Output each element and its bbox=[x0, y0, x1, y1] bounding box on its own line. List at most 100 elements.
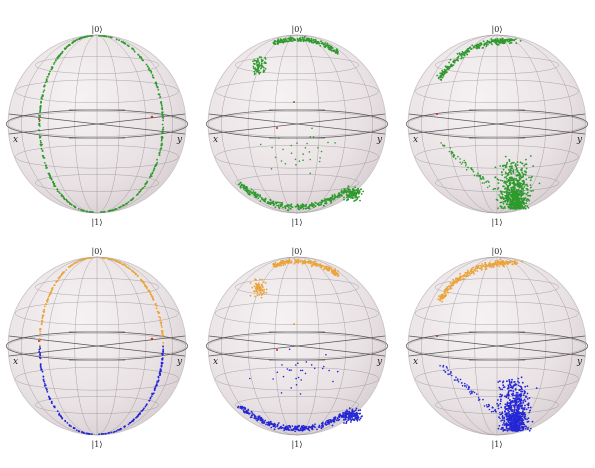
state-point bbox=[523, 201, 525, 204]
state-point bbox=[455, 281, 458, 284]
state-point bbox=[472, 46, 475, 49]
state-point bbox=[482, 40, 485, 43]
state-point bbox=[491, 264, 494, 267]
state-point bbox=[157, 88, 160, 91]
state-point bbox=[115, 260, 118, 263]
state-point bbox=[326, 265, 329, 268]
state-point bbox=[141, 409, 144, 412]
state-point bbox=[444, 295, 447, 298]
state-point bbox=[512, 180, 515, 183]
state-point bbox=[41, 154, 44, 157]
state-point bbox=[513, 416, 516, 418]
state-point bbox=[344, 418, 346, 421]
state-point bbox=[518, 413, 520, 415]
state-point bbox=[506, 418, 509, 421]
state-point bbox=[56, 188, 59, 191]
state-point bbox=[327, 141, 329, 144]
state-point bbox=[352, 197, 355, 199]
state-point bbox=[103, 35, 106, 38]
state-point bbox=[521, 171, 524, 174]
state-point bbox=[161, 359, 164, 361]
state-point bbox=[514, 260, 517, 263]
state-point bbox=[524, 385, 527, 388]
state-point bbox=[465, 51, 468, 53]
state-point bbox=[524, 418, 527, 420]
state-point bbox=[118, 39, 120, 42]
state-point bbox=[458, 52, 461, 55]
state-point bbox=[302, 424, 305, 427]
state-point bbox=[503, 416, 505, 419]
state-point bbox=[526, 200, 528, 202]
state-point bbox=[81, 209, 84, 212]
state-point bbox=[358, 419, 361, 421]
state-point bbox=[259, 67, 262, 70]
state-point bbox=[290, 387, 293, 389]
state-point bbox=[151, 295, 153, 298]
state-point bbox=[83, 432, 85, 434]
state-point bbox=[140, 278, 142, 281]
state-point bbox=[305, 261, 308, 264]
state-point bbox=[295, 164, 297, 166]
state-point bbox=[107, 210, 110, 212]
state-point bbox=[355, 412, 358, 415]
state-point bbox=[40, 141, 42, 144]
state-point bbox=[137, 54, 140, 56]
state-point bbox=[504, 39, 507, 41]
state-point bbox=[296, 427, 298, 430]
state-point bbox=[107, 258, 110, 260]
state-point bbox=[523, 416, 525, 418]
state-point bbox=[528, 411, 531, 414]
state-point bbox=[159, 316, 162, 319]
state-point bbox=[515, 201, 518, 204]
state-point bbox=[321, 423, 324, 426]
state-point bbox=[484, 42, 487, 45]
state-point bbox=[299, 393, 302, 395]
state-point bbox=[495, 411, 497, 413]
state-point bbox=[150, 293, 153, 296]
state-point bbox=[508, 421, 511, 424]
state-point bbox=[299, 427, 302, 430]
state-point bbox=[103, 257, 106, 260]
state-point bbox=[296, 205, 299, 207]
state-point bbox=[161, 131, 164, 134]
state-point bbox=[529, 155, 532, 157]
state-point bbox=[476, 270, 479, 272]
state-point bbox=[285, 40, 288, 43]
state-point bbox=[51, 66, 53, 69]
state-point bbox=[522, 402, 525, 404]
state-point bbox=[506, 261, 508, 264]
state-point bbox=[499, 393, 502, 396]
state-point bbox=[454, 280, 456, 283]
state-point bbox=[511, 193, 514, 196]
state-point bbox=[264, 67, 267, 70]
state-point bbox=[508, 410, 511, 413]
state-point bbox=[86, 35, 89, 38]
state-point bbox=[280, 392, 283, 394]
state-point bbox=[282, 206, 284, 209]
state-point bbox=[448, 150, 451, 153]
state-point bbox=[350, 196, 353, 199]
state-point bbox=[473, 272, 475, 275]
state-point bbox=[261, 288, 264, 291]
state-point bbox=[471, 271, 474, 273]
state-point bbox=[351, 190, 354, 193]
state-point bbox=[88, 35, 90, 37]
state-point bbox=[284, 38, 287, 41]
state-point bbox=[85, 210, 87, 213]
state-point bbox=[516, 392, 519, 394]
state-point bbox=[520, 386, 523, 389]
state-point bbox=[61, 52, 63, 55]
state-point bbox=[334, 50, 337, 53]
state-scatter bbox=[436, 37, 541, 210]
state-point bbox=[446, 286, 449, 289]
state-point bbox=[517, 400, 520, 403]
state-point bbox=[526, 205, 529, 208]
state-point bbox=[161, 111, 163, 114]
ket-zero-label: |0⟩ bbox=[292, 25, 303, 34]
ket-one-label: |1⟩ bbox=[492, 218, 503, 227]
state-point bbox=[310, 204, 313, 207]
state-point bbox=[295, 364, 297, 366]
state-point bbox=[504, 195, 507, 197]
state-point bbox=[325, 354, 327, 356]
state-point bbox=[152, 76, 155, 79]
